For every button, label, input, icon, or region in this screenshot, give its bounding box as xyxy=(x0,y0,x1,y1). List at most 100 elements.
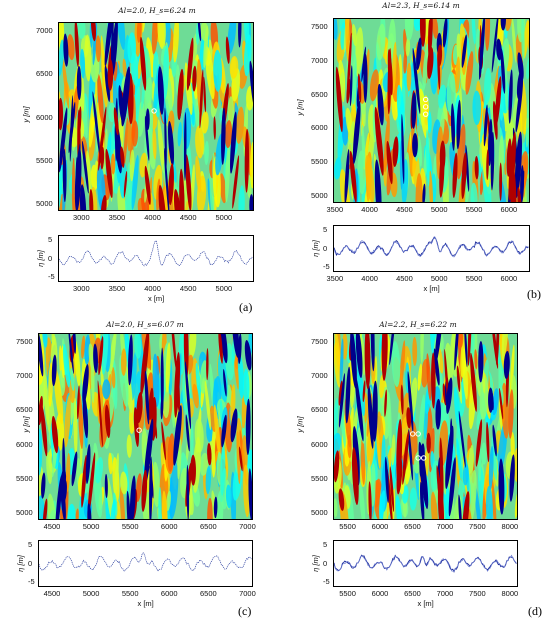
wave-field-map xyxy=(38,333,253,520)
series-x-tick: 7000 xyxy=(436,589,454,598)
map-y-tick: 7500 xyxy=(16,337,33,346)
series-x-tick: 8000 xyxy=(501,589,519,598)
map-y-tick: 5000 xyxy=(311,508,328,517)
series-x-tick: 4000 xyxy=(361,274,378,283)
map-y-tick: 5000 xyxy=(311,191,328,200)
panel-title: Al=2.0, H_s=6.07 m xyxy=(106,320,184,329)
wave-field-map xyxy=(333,333,518,520)
map-y-tick: 5500 xyxy=(16,473,33,483)
series-x-tick: 5500 xyxy=(465,274,483,283)
map-y-tick: 5000 xyxy=(36,199,53,208)
series-x-tick: 5000 xyxy=(215,284,233,293)
map-x-tick: 3000 xyxy=(72,213,90,222)
surface-elevation-plot xyxy=(333,225,530,272)
wave-field-map xyxy=(333,18,530,203)
map-x-tick: 6500 xyxy=(200,522,217,531)
series-x-tick: 7500 xyxy=(469,589,486,598)
series-x-tick: 3500 xyxy=(108,284,126,293)
map-y-tick: 5000 xyxy=(16,508,33,517)
map-x-tick: 5000 xyxy=(82,522,100,531)
series-y-tick: -5 xyxy=(28,577,35,586)
map-y-tick: 6500 xyxy=(36,69,53,79)
series-x-tick: 5000 xyxy=(430,274,448,283)
map-x-tick: 4500 xyxy=(396,205,413,214)
series-x-tick: 6500 xyxy=(200,589,217,598)
map-x-tick: 5000 xyxy=(215,213,233,222)
panel-label: (a) xyxy=(239,300,253,314)
map-y-tick: 6500 xyxy=(311,89,328,99)
surface-elevation-plot xyxy=(333,540,518,587)
series-y-tick: 0 xyxy=(48,253,53,263)
map-x-tick: 5000 xyxy=(430,205,448,214)
map-y-label: y [m] xyxy=(295,99,305,116)
map-y-tick: 6000 xyxy=(311,123,328,133)
map-y-tick: 7000 xyxy=(311,371,328,381)
series-x-tick: 6000 xyxy=(500,274,518,283)
series-x-label: x [m] xyxy=(417,599,434,608)
map-x-tick: 4500 xyxy=(179,213,197,222)
series-x-tick: 5000 xyxy=(82,589,100,598)
map-y-tick: 6000 xyxy=(16,439,33,449)
map-x-tick: 3500 xyxy=(108,213,126,222)
series-x-label: x [m] xyxy=(423,284,440,293)
map-y-label: y [m] xyxy=(295,416,305,433)
panel-title: Al=2.3, H_s=6.14 m xyxy=(382,1,460,10)
series-x-tick: 3500 xyxy=(326,274,344,283)
series-y-tick: -5 xyxy=(323,262,330,271)
series-y-label: η [m] xyxy=(310,239,320,257)
series-y-tick: 5 xyxy=(48,235,53,244)
series-x-label: x [m] xyxy=(137,599,154,608)
series-x-tick: 5500 xyxy=(121,589,139,598)
series-y-tick: 0 xyxy=(323,558,328,568)
map-x-tick: 5500 xyxy=(465,205,483,214)
map-x-tick: 4000 xyxy=(361,205,378,214)
map-y-label: y [m] xyxy=(21,106,31,123)
map-x-tick: 7000 xyxy=(436,522,454,531)
map-y-tick: 7000 xyxy=(16,371,33,381)
series-x-tick: 4500 xyxy=(43,589,61,598)
series-x-tick: 6000 xyxy=(160,589,178,598)
series-y-tick: 5 xyxy=(28,540,33,549)
map-x-tick: 7000 xyxy=(239,522,256,531)
series-y-tick: -5 xyxy=(323,577,330,586)
map-y-tick: 6000 xyxy=(36,112,53,122)
map-x-tick: 7500 xyxy=(469,522,486,531)
series-x-tick: 7000 xyxy=(239,589,256,598)
panel-title: Al=2.0, H_s=6.24 m xyxy=(118,6,196,15)
series-x-tick: 5500 xyxy=(339,589,356,598)
map-y-tick: 6000 xyxy=(311,439,328,449)
map-y-tick: 6500 xyxy=(311,405,328,415)
map-x-tick: 3500 xyxy=(326,205,344,214)
series-x-tick: 6000 xyxy=(371,589,389,598)
map-x-tick: 6500 xyxy=(404,522,421,531)
map-x-tick: 6000 xyxy=(371,522,389,531)
map-y-tick: 5500 xyxy=(311,473,328,483)
series-y-label: η [m] xyxy=(15,554,25,572)
map-y-tick: 7000 xyxy=(311,55,328,65)
map-y-tick: 7000 xyxy=(36,26,53,35)
wave-field-map xyxy=(58,22,254,211)
map-x-tick: 5500 xyxy=(121,522,139,531)
map-y-label: y [m] xyxy=(21,416,31,433)
series-y-tick: 0 xyxy=(28,558,33,568)
panel-title: Al=2.2, H_s=6.22 m xyxy=(379,320,457,329)
series-y-tick: 0 xyxy=(323,243,328,253)
surface-elevation-plot xyxy=(38,540,253,587)
series-y-tick: -5 xyxy=(48,272,55,281)
map-y-tick: 6500 xyxy=(16,405,33,415)
panel-label: (c) xyxy=(238,604,252,618)
series-y-tick: 5 xyxy=(323,225,328,234)
map-y-tick: 7500 xyxy=(311,337,328,346)
series-y-tick: 5 xyxy=(323,540,328,549)
series-x-label: x [m] xyxy=(148,294,165,303)
series-y-label: η [m] xyxy=(35,249,45,267)
map-y-tick: 5500 xyxy=(311,157,328,167)
series-x-tick: 6500 xyxy=(404,589,421,598)
series-x-tick: 4500 xyxy=(396,274,413,283)
map-x-tick: 4000 xyxy=(144,213,161,222)
map-x-tick: 6000 xyxy=(160,522,178,531)
surface-elevation-plot xyxy=(58,235,254,282)
series-x-tick: 4500 xyxy=(179,284,197,293)
panel-label: (d) xyxy=(528,604,542,618)
map-x-tick: 4500 xyxy=(43,522,61,531)
